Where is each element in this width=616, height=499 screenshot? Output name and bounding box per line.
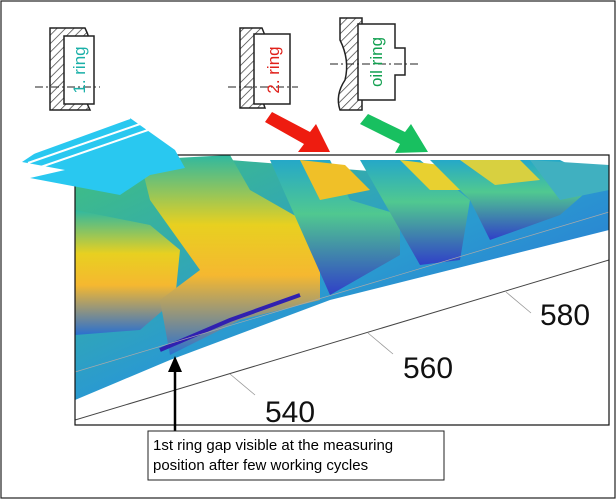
ring-label: 1. ring [70,46,89,93]
axis-tick-label: 540 [265,396,315,429]
ring-label: oil ring [367,37,386,87]
axis-tick-label: 560 [403,352,453,385]
note-line: position after few working cycles [153,457,368,474]
note-line: 1st ring gap visible at the measuring [153,437,393,454]
figure: 540 560 580 1. ring 2. ring oil ring 1st… [0,0,616,499]
axis-tick-label: 580 [540,299,590,332]
ring-label: 2. ring [264,46,283,93]
